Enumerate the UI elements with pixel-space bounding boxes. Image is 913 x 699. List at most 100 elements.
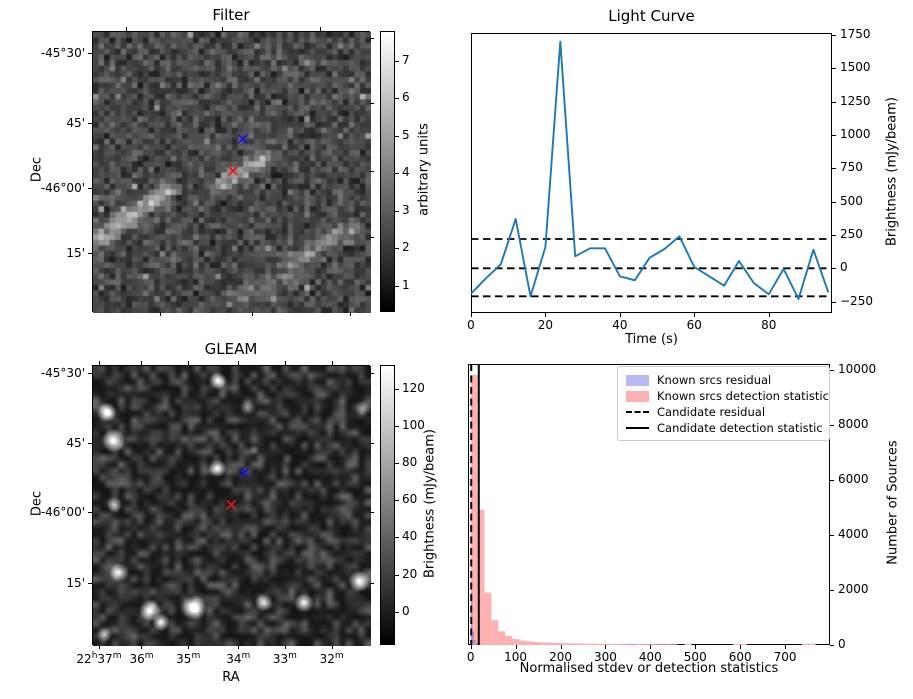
gleam-xtick-label: 36m xyxy=(129,651,154,666)
gleam-xtick-top xyxy=(141,361,143,365)
hist-xtick xyxy=(650,645,652,649)
lc-ytick-label: 500 xyxy=(840,193,863,208)
lc-ytick-label: 1250 xyxy=(840,93,871,108)
hist-bar-detection xyxy=(670,644,678,645)
hist-bar-detection xyxy=(553,642,561,645)
hist-bar-detection xyxy=(498,631,506,645)
filter-ytick-right xyxy=(370,103,374,105)
filter-cbar-tick-label: 3 xyxy=(402,202,410,217)
gleam-cbar-tick xyxy=(395,537,399,539)
lc-ytick xyxy=(832,68,836,70)
blue-x-marker xyxy=(239,467,250,478)
gleam-ytick-right xyxy=(370,373,374,375)
gleam-ytick-label: -45°30' xyxy=(40,366,85,381)
hist-bar-detection xyxy=(594,643,602,645)
gleam-xtick-label: 32m xyxy=(319,651,344,666)
gleam-cbar-tick-label: 0 xyxy=(402,603,410,618)
light-curve-xlabel: Time (s) xyxy=(625,332,678,347)
lc-xtick-label: 0 xyxy=(467,318,475,332)
lc-ytick xyxy=(832,268,836,270)
legend-item: Candidate detection statistic xyxy=(626,420,823,436)
hist-bar-detection xyxy=(477,510,485,645)
filter-cbar-tick xyxy=(395,173,399,175)
lc-ytick xyxy=(832,135,836,136)
gleam-cbar-tick-label: 80 xyxy=(402,455,418,470)
lc-ytick-label: 750 xyxy=(840,160,863,175)
gleam-xtick-top xyxy=(331,361,333,365)
lc-xtick xyxy=(471,313,472,317)
gleam-xtick-top xyxy=(98,361,100,365)
hist-xtick-label: 100 xyxy=(504,650,528,664)
hist-bar-residual xyxy=(479,644,481,645)
hist-bar-detection xyxy=(808,643,816,645)
hist-ylabel: Number of Sources xyxy=(885,440,901,565)
hist-bar-detection xyxy=(484,592,492,645)
light-curve-panel xyxy=(471,33,832,313)
gleam-xlabel: RA xyxy=(222,670,240,685)
hist-xtick-label: 700 xyxy=(773,650,797,664)
light-curve-plot xyxy=(470,40,832,300)
hist-ytick xyxy=(830,369,834,371)
gleam-ytick xyxy=(88,442,92,444)
lc-xtick xyxy=(545,313,547,317)
histogram-plot xyxy=(470,364,816,645)
filter-ytick-label: 15' xyxy=(66,245,85,260)
lc-xtick-label: 20 xyxy=(537,318,554,332)
hist-ytick xyxy=(830,479,834,481)
hist-xtick xyxy=(560,645,562,649)
lc-xtick xyxy=(619,313,621,317)
gleam-colorbar-label: Brightness (mJy/beam) xyxy=(422,429,438,578)
filter-xtick-bottom xyxy=(251,312,253,316)
hist-bar-detection xyxy=(587,643,595,645)
hist-bar-detection xyxy=(656,644,664,645)
hist-bar-detection xyxy=(512,638,519,645)
filter-ytick-label: -46°00' xyxy=(40,181,85,196)
hist-bar-detection xyxy=(732,644,740,645)
gleam-xtick xyxy=(188,645,190,649)
gleam-cbar-tick xyxy=(395,574,399,576)
hist-bar-detection xyxy=(684,643,692,645)
filter-colorbar-label: arbitrary units xyxy=(416,123,432,216)
filter-cbar-tick xyxy=(395,248,399,250)
hist-bar-detection xyxy=(739,643,747,645)
lc-ytick xyxy=(832,235,836,236)
hist-bar-detection xyxy=(470,375,478,645)
hist-bar-detection xyxy=(608,643,616,645)
lc-ytick-label: −250 xyxy=(840,293,873,308)
hist-xtick xyxy=(515,645,517,649)
gleam-xtick xyxy=(238,645,240,649)
gleam-cbar-tick xyxy=(395,611,399,613)
hist-xtick-label: 0 xyxy=(466,650,475,664)
gleam-ylabel: Dec xyxy=(29,490,45,517)
hist-ytick-label: 6000 xyxy=(838,471,869,486)
legend-swatch-patch xyxy=(626,390,649,402)
filter-ylabel: Dec xyxy=(29,156,45,183)
filter-ytick-label: -45°30' xyxy=(40,46,85,61)
gleam-title: GLEAM xyxy=(204,340,258,358)
hist-bar-detection xyxy=(567,643,575,645)
filter-ytick-right xyxy=(370,170,374,172)
light-curve-ylabel: Brightness (mJy/beam) xyxy=(884,97,900,246)
lc-ytick-label: 1750 xyxy=(840,27,871,41)
filter-cbar-tick xyxy=(395,285,399,287)
gleam-ytick xyxy=(88,512,92,514)
gleam-cbar-tick-label: 60 xyxy=(402,492,418,507)
hist-xtick xyxy=(470,645,472,649)
filter-cbar-tick-label: 5 xyxy=(402,127,410,142)
filter-colorbar xyxy=(380,31,395,312)
legend-label: Known srcs detection statistic xyxy=(657,389,829,403)
gleam-xtick-label: 34m xyxy=(226,651,251,666)
hist-bar-detection xyxy=(518,640,526,645)
hist-bar-detection xyxy=(505,635,513,645)
legend-label: Known srcs residual xyxy=(657,373,772,387)
light-curve-title: Light Curve xyxy=(608,7,695,25)
hist-xtick xyxy=(740,645,742,649)
hist-xtick-label: 600 xyxy=(728,650,752,664)
filter-title: Filter xyxy=(212,6,250,24)
lc-ytick xyxy=(832,101,836,103)
hist-bar-detection xyxy=(643,644,651,645)
lc-ytick-label: 0 xyxy=(840,260,848,275)
hist-legend: Known srcs residual Known srcs detection … xyxy=(617,366,830,441)
filter-xtick-top xyxy=(126,27,128,31)
